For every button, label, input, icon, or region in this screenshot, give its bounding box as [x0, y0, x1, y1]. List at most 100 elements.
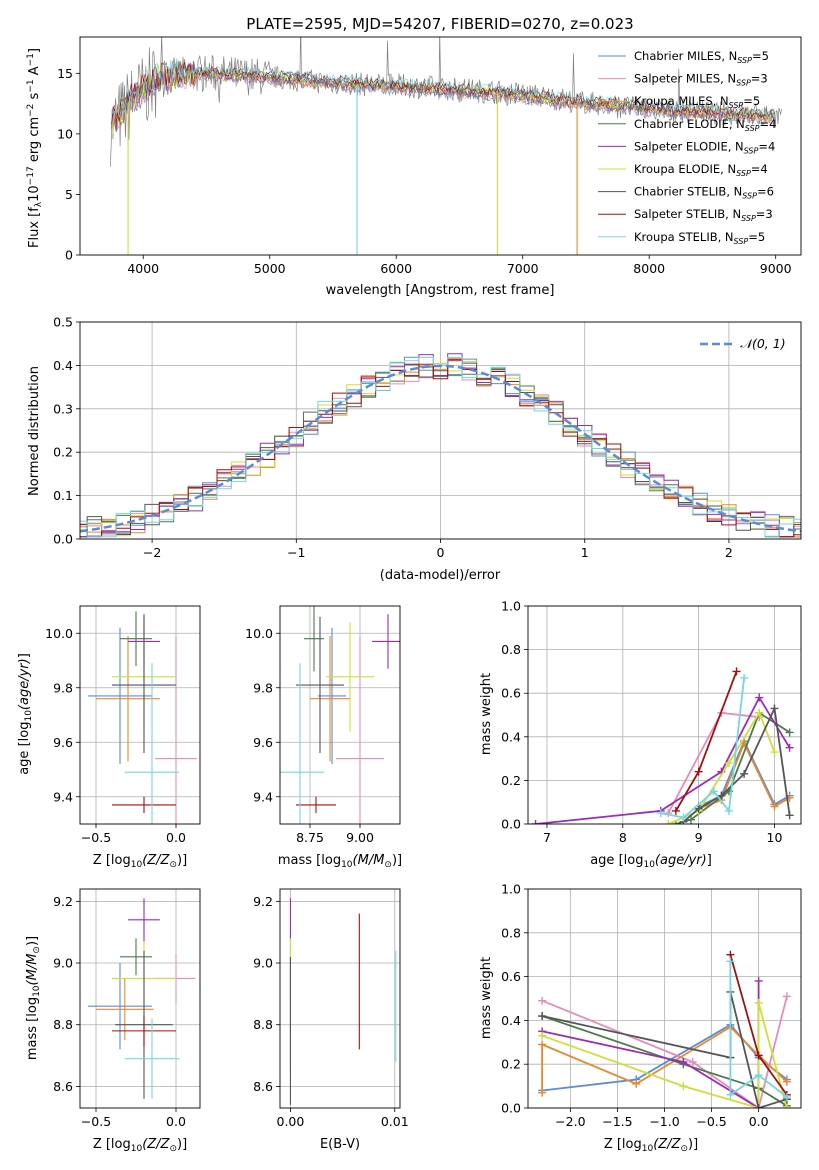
weight-marker [732, 667, 741, 676]
y-tick-label: 5 [65, 187, 73, 202]
weight-vs-Z-xlabel: Z [log10(Z/Z⊙)] [604, 1137, 698, 1154]
weight-marker [538, 1040, 547, 1049]
age-vs-mass-xlabel: mass [log10(M/M⊙)] [278, 853, 402, 870]
weight-marker [694, 767, 703, 776]
y-tick-label: 0.4 [501, 1013, 521, 1028]
weight-line-kroupa-miles [541, 1025, 788, 1093]
weight-marker [694, 804, 703, 813]
weight-marker [754, 1051, 763, 1060]
x-tick-label: −2.0 [555, 1114, 585, 1129]
weight-marker [782, 1077, 791, 1086]
x-tick-label: −0.5 [81, 1114, 111, 1129]
legend-label: Chabrier ELODIE, NSSP=4 [634, 117, 776, 133]
legend-label: Kroupa MILES, NSSP=5 [634, 94, 760, 110]
weight-vs-metallicity-panel: −2.0 −1.5 −1.0 −0.5 0.0 0.0 0.2 0.4 0.6 0.8 1.0 [501, 882, 802, 1129]
weight-line-kroupa-stelib [729, 961, 788, 1098]
weight-marker [688, 1058, 697, 1067]
y-tick-label: 0.6 [501, 969, 521, 984]
y-tick-label: 0.8 [501, 642, 521, 657]
x-tick-label: 1 [581, 545, 589, 560]
weight-marker [740, 673, 749, 682]
weight-marker [785, 728, 794, 737]
y-tick-label: 8.6 [253, 1079, 273, 1094]
x-tick-label: 8.75 [296, 830, 324, 845]
x-tick-label: 7000 [507, 261, 539, 276]
observed-spectrum [110, 37, 782, 167]
legend-label: 𝒩(0, 1) [740, 336, 786, 351]
legend-label: Chabrier MILES, NSSP=5 [634, 49, 769, 65]
y-tick-label: 0.8 [501, 925, 521, 940]
legend-label: Chabrier STELIB, NSSP=6 [634, 185, 774, 201]
plot-area [88, 898, 196, 1099]
y-tick-label: 0.4 [53, 358, 73, 373]
x-tick-label: −1 [287, 545, 305, 560]
model-kroupa-stelib [111, 58, 776, 119]
plot-area [80, 353, 801, 538]
x-tick-label: −1.0 [649, 1114, 679, 1129]
y-tick-label: 9.8 [53, 680, 73, 695]
y-tick-label: 10.0 [245, 626, 273, 641]
axes-frame [527, 888, 802, 1109]
y-tick-label: 0.0 [501, 1101, 521, 1116]
weight-marker [726, 1090, 735, 1099]
mass-vs-metallicity-panel: −0.5 0.0 8.6 8.8 9.0 9.2 [53, 888, 201, 1129]
y-tick-label: 0.5 [53, 315, 73, 330]
weight-marker [679, 1058, 688, 1067]
weight-marker [785, 811, 794, 820]
weight-marker [709, 787, 718, 796]
plot-area [538, 950, 791, 1108]
weight-marker [770, 802, 779, 811]
age-vs-Z-xlabel: Z [log10(Z/Z⊙)] [93, 853, 187, 870]
weight-marker [754, 976, 763, 985]
x-tick-label: −1.5 [602, 1114, 632, 1129]
y-tick-label: 0.3 [53, 401, 73, 416]
y-tick-label: 9.8 [253, 680, 273, 695]
weight-marker [538, 1012, 547, 1021]
legend-label: Salpeter STELIB, NSSP=3 [634, 207, 773, 223]
weight-marker [755, 708, 764, 717]
weight-marker [664, 809, 673, 818]
weight-marker [782, 1104, 791, 1108]
axes-frame [279, 605, 401, 825]
x-tick-label: 7 [543, 830, 551, 845]
normal-curve [80, 364, 801, 533]
legend: Chabrier MILES, NSSP=5 Salpeter MILES, NS… [598, 49, 776, 246]
plot-area [531, 667, 794, 824]
x-tick-label: 5000 [254, 261, 286, 276]
x-tick-label: 6000 [380, 261, 412, 276]
weight-marker [754, 998, 763, 1007]
weight-marker [538, 996, 547, 1005]
weight-marker [632, 1079, 641, 1088]
y-tick-label: 9.6 [53, 735, 73, 750]
y-tick-label: 0.4 [501, 729, 521, 744]
x-tick-label: 0.00 [277, 1114, 305, 1129]
legend-label: Kroupa ELODIE, NSSP=4 [634, 162, 768, 178]
y-tick-label: 9.4 [253, 789, 273, 804]
spectrum-title: PLATE=2595, MJD=54207, FIBERID=0270, z=0… [246, 15, 633, 33]
weight-marker [664, 820, 673, 824]
weight-line-chabrier-elodie [541, 1015, 788, 1107]
x-tick-label: 4000 [127, 261, 159, 276]
weight-marker [538, 1031, 547, 1040]
y-tick-label: 9.0 [53, 956, 73, 971]
legend-label: Salpeter ELODIE, NSSP=4 [634, 139, 775, 155]
y-tick-label: 8.8 [253, 1017, 273, 1032]
mass-vs-Z-xlabel: Z [log10(Z/Z⊙)] [93, 1137, 187, 1154]
weight-marker [531, 820, 540, 824]
plot-area [289, 898, 397, 1105]
weight-marker [717, 791, 726, 800]
weight-vs-age-xlabel: age [log10(age/yr)] [590, 853, 712, 870]
x-tick-label: 8 [619, 830, 627, 845]
weight-marker [687, 815, 696, 824]
x-tick-label: 2 [725, 545, 733, 560]
weight-marker [770, 704, 779, 713]
weight-marker [785, 743, 794, 752]
weight-marker [671, 806, 680, 815]
x-tick-label: 8000 [633, 261, 665, 276]
mass-vs-ebv-xlabel: E(B-V) [320, 1137, 360, 1152]
x-tick-label: −0.5 [696, 1114, 726, 1129]
age-vs-metallicity-panel: −0.5 0.0 9.4 9.6 9.8 10.0 [45, 605, 201, 845]
histogram-salpeter-stelib [80, 359, 801, 538]
y-tick-label: 0.2 [501, 1057, 521, 1072]
